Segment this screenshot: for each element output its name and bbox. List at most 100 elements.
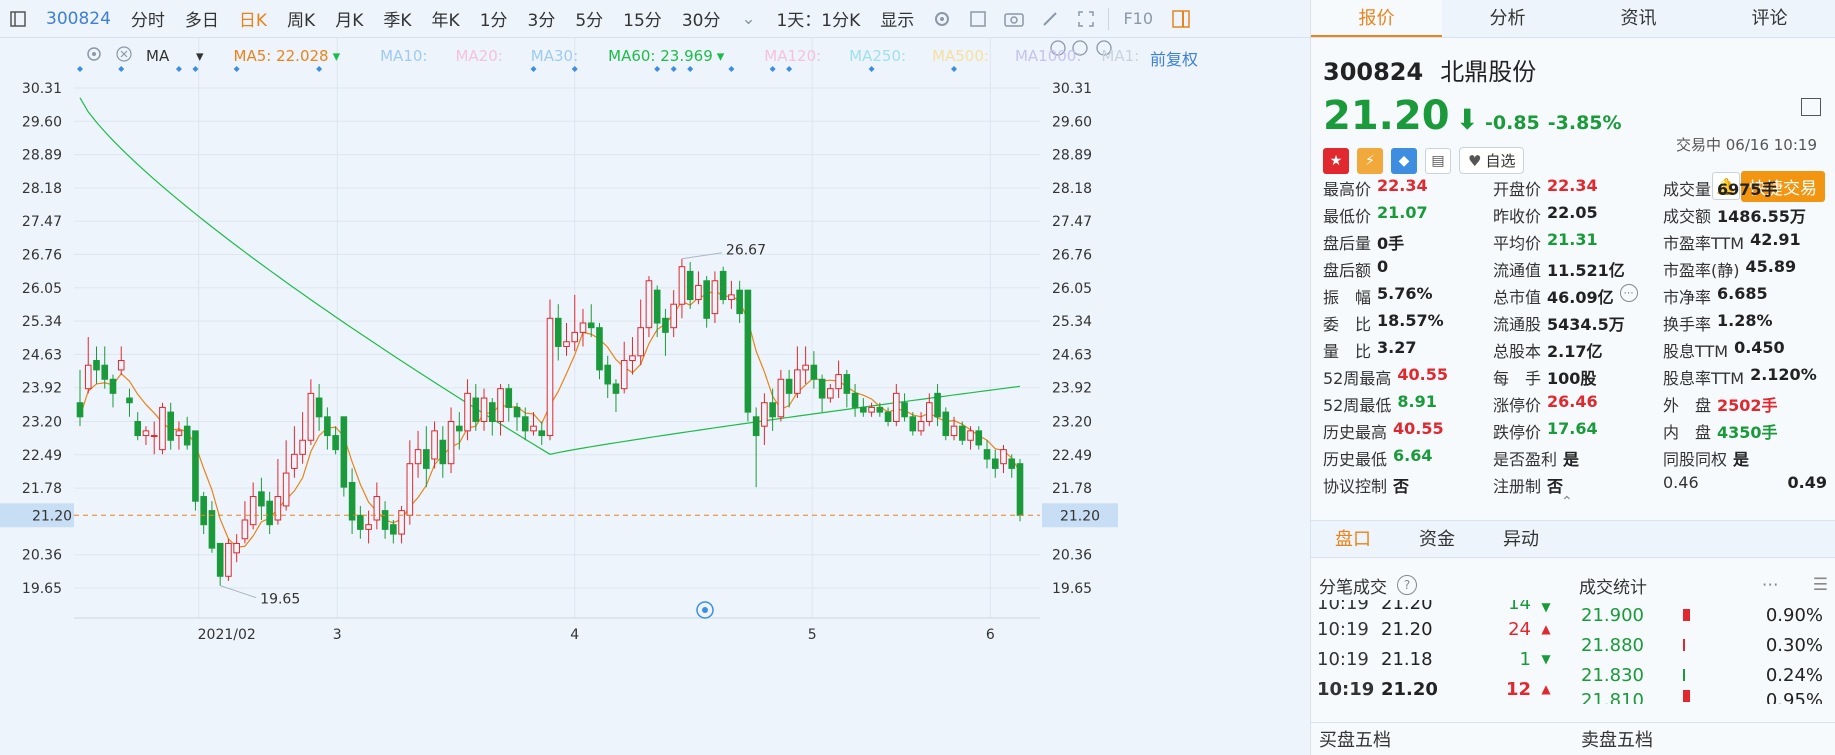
tab-comments[interactable]: 评论 (1751, 8, 1788, 29)
sidebar-toggle-icon[interactable] (8, 9, 28, 29)
candle-body (728, 294, 735, 301)
candle-body (571, 331, 579, 343)
trade-stats-title: 成交统计 (1579, 577, 1647, 598)
bell-alert-icon[interactable]: 🔔 (1712, 172, 1740, 200)
add-watchlist-button[interactable]: ♥ 自选 (1459, 147, 1525, 174)
quick-trade-button[interactable]: 快捷交易 (1741, 171, 1825, 202)
panel-toggle-icon[interactable] (1171, 9, 1191, 29)
tab-zijin[interactable]: 资金 (1419, 529, 1455, 550)
tab-15min[interactable]: 15分 (623, 11, 662, 31)
tab-analysis[interactable]: 分析 (1489, 8, 1526, 29)
tab-rik[interactable]: 日K (238, 11, 268, 31)
candle-body (546, 317, 554, 437)
tab-3min[interactable]: 3分 (527, 11, 556, 31)
stat-percent: 0.30% (1765, 634, 1823, 656)
stat-rows: 21.900 0.90% 21.880 0.30% 21.830 0.24% 21.810 0… (1573, 600, 1835, 705)
buy-levels-label: 买盘五档 (1319, 730, 1391, 751)
chevron-down-icon[interactable]: ⌄ (741, 8, 756, 29)
candle-body (711, 280, 719, 315)
tab-yidong[interactable]: 异动 (1503, 529, 1539, 550)
pen-draw-icon[interactable] (1040, 9, 1060, 29)
ma500-label[interactable]: MA500: (932, 47, 989, 65)
tab-pankou[interactable]: 盘口 (1335, 529, 1371, 550)
tab-quote[interactable]: 报价 (1311, 0, 1442, 37)
stock-code-link[interactable]: 300824 (46, 8, 111, 29)
event-marker-icon (233, 66, 240, 72)
rectangle-tool-icon[interactable] (968, 9, 988, 29)
display-menu[interactable]: 显示 (880, 11, 915, 31)
ma1000-label[interactable]: MA1000: (1014, 47, 1082, 65)
settings-gear-icon[interactable] (932, 9, 952, 29)
toolbar-divider (1108, 7, 1110, 30)
ma-select[interactable]: MA ▾ (146, 47, 204, 65)
candle-body (777, 378, 785, 418)
trade-stats-header: 成交统计 ⋯ ☰ (1573, 570, 1835, 600)
candle-body (84, 364, 92, 390)
collapse-chevron-icon[interactable]: ⌃ (1561, 494, 1573, 510)
undo-icon[interactable] (1050, 40, 1066, 56)
quote-label: 昨收价 (1493, 207, 1542, 226)
f10-icon[interactable]: F10 (1123, 9, 1154, 28)
quote-row: 盘后量 0手 平均价 21.31 市盈率TTM 42.91 (1323, 230, 1833, 257)
tab-niank[interactable]: 年K (431, 11, 460, 31)
restore-rights-button[interactable]: 前复权 (1150, 50, 1199, 69)
kline-chart[interactable]: 30.31 30.31 29.60 29.60 28.89 28.89 28.18 28.18… (0, 38, 1310, 755)
candle-body (455, 425, 463, 432)
current-price-tag-left (0, 503, 74, 528)
layout-icon[interactable] (1801, 98, 1821, 116)
zoom-in-icon[interactable] (1096, 40, 1112, 56)
tab-5min[interactable]: 5分 (575, 11, 604, 31)
candle-body (93, 360, 100, 371)
candle-body (315, 397, 323, 418)
help-icon[interactable]: ? (1397, 575, 1417, 595)
stat-price: 21.810 (1581, 690, 1644, 704)
camera-icon[interactable] (1004, 9, 1024, 29)
quote-cell: 涨停价 26.46 (1493, 392, 1663, 419)
quote-label: 振 幅 (1323, 288, 1372, 307)
quote-cell: 历史最低 6.64 (1323, 446, 1493, 473)
ma-close-icon[interactable] (116, 46, 132, 66)
fullscreen-icon[interactable] (1076, 9, 1096, 29)
tab-yuek[interactable]: 月K (335, 11, 364, 31)
tab-news[interactable]: 资讯 (1620, 8, 1657, 29)
ma30-label[interactable]: MA30: (530, 47, 579, 65)
low-annotation-label: 19.65 (260, 592, 300, 608)
quote-value: 否 (1547, 477, 1564, 496)
tab-fenshi[interactable]: 分时 (130, 11, 165, 31)
y-tick-label-left: 23.92 (22, 381, 62, 397)
y-tick-label-left: 26.05 (22, 281, 62, 297)
candle-body (975, 430, 983, 446)
bookmark-icon[interactable]: ▤ (1425, 147, 1451, 174)
ma120-label[interactable]: MA120: (764, 47, 822, 65)
tab-1min[interactable]: 1分 (479, 11, 508, 31)
x-tick-label: 3 (333, 627, 342, 643)
quote-cell: 量 比 3.27 (1323, 338, 1493, 365)
tab-30min[interactable]: 30分 (681, 11, 721, 31)
more-options-icon[interactable]: ⋯ (1761, 575, 1779, 595)
ma60-dropdown-icon[interactable]: ▾ (716, 47, 725, 65)
zoom-out-icon[interactable] (1072, 40, 1088, 56)
period-select[interactable]: 1天：1分K (776, 11, 861, 31)
candle-body (200, 496, 207, 526)
ma60-label[interactable]: MA60: 23.969 (608, 47, 713, 65)
candle-body (835, 374, 842, 390)
quote-row: 52周最低 8.91 涨停价 26.46 外 盘 2502手 (1323, 392, 1833, 419)
ma1-label[interactable]: MA1: (1101, 47, 1140, 65)
ma5-dropdown-icon[interactable]: ▾ (332, 47, 341, 65)
china-flag-icon: ★ (1323, 147, 1349, 174)
quote-value: 0.49 (1787, 473, 1827, 492)
more-icon[interactable]: ⋯ (1619, 284, 1638, 302)
ma20-label[interactable]: MA20: (455, 47, 503, 65)
ma-settings-icon[interactable] (86, 46, 102, 66)
ma5-label[interactable]: MA5: 22.028 (233, 47, 329, 65)
tick-volume: 24 (1508, 618, 1531, 640)
ma250-label[interactable]: MA250: (849, 47, 907, 65)
candle-body (744, 289, 752, 413)
list-menu-icon[interactable]: ☰ (1812, 575, 1828, 595)
tab-duori[interactable]: 多日 (184, 11, 219, 31)
ma10-label[interactable]: MA10: (380, 47, 428, 65)
panel-tabs: 报价 分析 资讯 评论 (1311, 0, 1835, 38)
tab-jik[interactable]: 季K (383, 11, 412, 31)
kline-chart-area[interactable]: 30.31 30.31 29.60 29.60 28.89 28.89 28.18 28.18… (0, 38, 1310, 755)
tab-zhouk[interactable]: 周K (287, 11, 316, 31)
